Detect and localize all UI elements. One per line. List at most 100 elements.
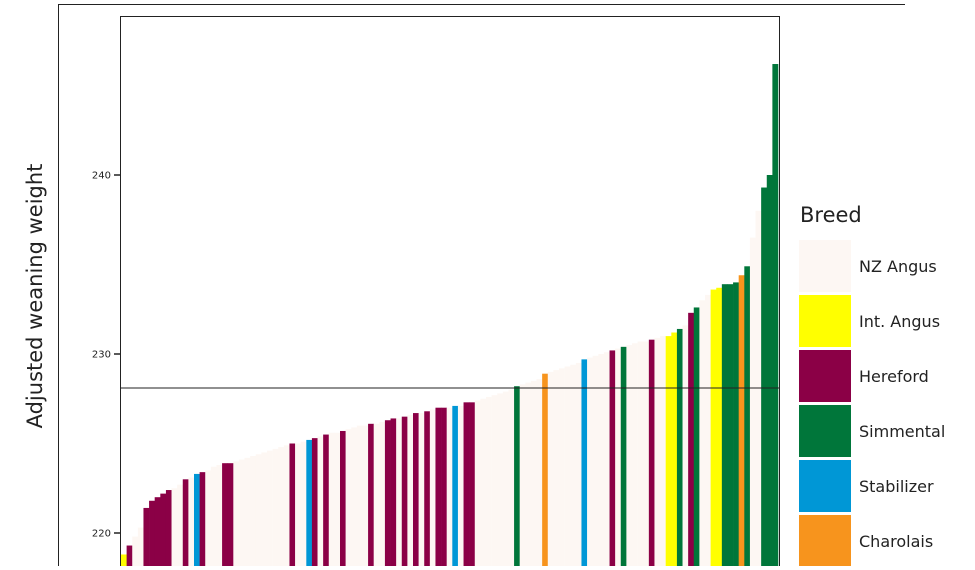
legend-swatch	[799, 350, 851, 402]
bar-hereford	[441, 407, 447, 566]
bar-nz-angus	[615, 348, 622, 566]
bar-nz-angus	[272, 448, 279, 566]
bar-nz-angus	[705, 294, 711, 566]
bar-nz-angus	[171, 488, 178, 566]
bar-nz-angus	[407, 414, 414, 566]
legend-label: Stabilizer	[859, 477, 934, 496]
bar-nz-angus	[210, 466, 217, 566]
bar-nz-angus	[396, 418, 403, 566]
bar-stabilizer	[581, 359, 588, 566]
bar-int-angus	[665, 336, 672, 566]
bar-nz-angus	[356, 425, 363, 566]
bar-stabilizer	[306, 439, 313, 566]
bar-nz-angus	[654, 337, 661, 566]
bar-nz-angus	[603, 352, 610, 566]
bar-hereford	[368, 423, 374, 566]
bar-nz-angus	[295, 443, 301, 566]
bar-hereford	[160, 493, 167, 566]
legend: Breed NZ Angus Int. Angus Hereford Simmenta…	[799, 203, 945, 567]
y-tick-label: 230	[92, 350, 111, 361]
bar-hereford	[390, 418, 397, 566]
bar-nz-angus	[598, 354, 605, 566]
bar-nz-angus	[373, 423, 380, 566]
bar-stabilizer	[194, 473, 200, 566]
bar-stabilizer	[452, 405, 459, 566]
bar-simmental	[744, 266, 751, 566]
bar-nz-angus	[570, 364, 577, 566]
bar-simmental	[676, 328, 683, 566]
bar-hereford	[401, 416, 408, 566]
bar-nz-angus	[536, 379, 543, 566]
bar-hereford	[165, 490, 172, 566]
bar-nz-angus	[334, 432, 341, 566]
legend-swatch	[799, 515, 851, 567]
bar-nz-angus	[553, 370, 560, 566]
bar-nz-angus	[502, 391, 509, 566]
bar-nz-angus	[418, 413, 425, 566]
bar-nz-angus	[587, 357, 593, 566]
bar-int-angus	[121, 554, 127, 566]
bar-nz-angus	[749, 237, 756, 566]
bar-nz-angus	[244, 457, 251, 566]
bar-nz-angus	[233, 461, 240, 566]
bar-nz-angus	[508, 389, 515, 566]
bar-nz-angus	[632, 343, 638, 566]
bar-hereford	[154, 497, 161, 566]
bar-nz-angus	[530, 380, 537, 566]
bar-nz-angus	[682, 325, 689, 566]
bar-nz-angus	[474, 400, 481, 566]
bar-nz-angus	[205, 470, 212, 566]
legend-label: Charolais	[859, 532, 933, 551]
bar-nz-angus	[137, 527, 144, 566]
bar-nz-angus	[486, 396, 492, 566]
bar-nz-angus	[283, 445, 290, 566]
bar-nz-angus	[660, 336, 666, 566]
bar-nz-angus	[317, 436, 324, 566]
bar-nz-angus	[525, 382, 532, 566]
bar-nz-angus	[345, 429, 352, 566]
bar-nz-angus	[699, 300, 706, 566]
bar-nz-angus	[547, 371, 554, 566]
bar-int-angus	[671, 332, 678, 566]
bar-hereford	[182, 479, 189, 566]
bar-nz-angus	[519, 384, 526, 566]
bar-simmental	[761, 187, 768, 566]
bar-simmental	[620, 346, 627, 566]
bar-nz-angus	[328, 432, 335, 566]
y-axis-title: Adjusted weaning weight	[23, 164, 47, 429]
bar-simmental	[766, 175, 773, 566]
bar-hereford	[413, 413, 419, 566]
bar-nz-angus	[592, 355, 599, 566]
bar-simmental	[514, 386, 520, 566]
bar-nz-angus	[643, 341, 650, 566]
bar-nz-angus	[362, 425, 369, 566]
bar-hereford	[435, 407, 442, 566]
bar-charolais	[738, 275, 745, 566]
y-axis: 220 230 240	[92, 171, 120, 540]
bar-nz-angus	[564, 366, 571, 566]
bar-nz-angus	[278, 447, 285, 566]
bar-int-angus	[710, 289, 717, 566]
legend-label: Int. Angus	[859, 312, 940, 331]
bar-nz-angus	[457, 405, 464, 566]
legend-label: NZ Angus	[859, 257, 937, 276]
bar-simmental	[733, 282, 739, 566]
legend-swatch	[799, 460, 851, 512]
bar-nz-angus	[497, 393, 504, 566]
bar-simmental	[772, 64, 779, 567]
bar-nz-angus	[379, 422, 386, 566]
bar-nz-angus	[300, 441, 307, 566]
bar-nz-angus	[255, 454, 262, 566]
legend-swatch	[799, 240, 851, 292]
bar-nz-angus	[480, 398, 487, 566]
bar-nz-angus	[216, 464, 223, 566]
bar-nz-angus	[637, 341, 644, 566]
bar-nz-angus	[626, 345, 633, 566]
bar-nz-angus	[132, 536, 139, 566]
bar-nz-angus	[261, 452, 268, 566]
bar-nz-angus	[250, 456, 257, 566]
bar-nz-angus	[446, 407, 453, 566]
bar-nz-angus	[238, 459, 245, 566]
